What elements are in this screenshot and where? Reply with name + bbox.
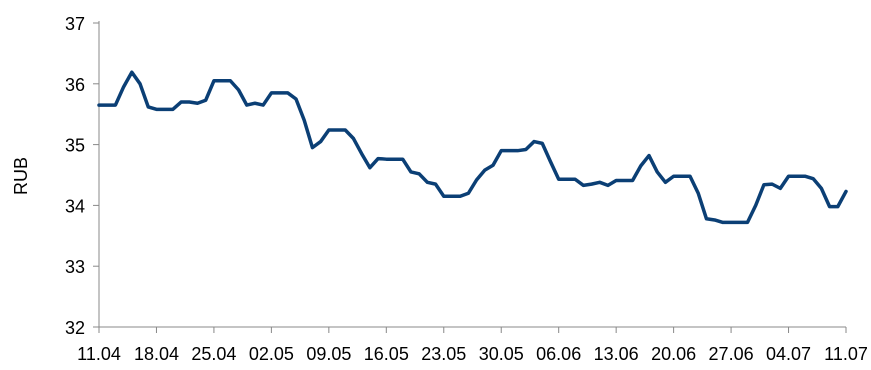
x-tick-label: 09.05 bbox=[306, 344, 351, 364]
x-tick-label: 11.07 bbox=[824, 344, 868, 364]
x-axis: 11.04 18.04 25.04 02.05 09.05 16.05 23.05 30.05… bbox=[77, 326, 868, 364]
x-tick-label: 25.04 bbox=[191, 344, 236, 364]
y-tick-label: 32 bbox=[65, 318, 85, 338]
x-tick-label: 27.06 bbox=[709, 344, 754, 364]
y-tick-label: 36 bbox=[65, 75, 85, 95]
x-tick-label: 06.06 bbox=[536, 344, 581, 364]
x-tick-label: 04.07 bbox=[766, 344, 811, 364]
x-tick-label: 23.05 bbox=[421, 344, 466, 364]
x-tick-label: 02.05 bbox=[249, 344, 294, 364]
series-line-0 bbox=[97, 70, 848, 225]
x-tick-label: 18.04 bbox=[134, 344, 179, 364]
x-tick-label: 13.06 bbox=[594, 344, 639, 364]
y-tick-label: 33 bbox=[65, 257, 85, 277]
y-tick-label: 35 bbox=[65, 136, 85, 156]
y-axis-title: RUB bbox=[11, 157, 31, 195]
series-layer bbox=[97, 70, 848, 225]
x-tick-label: 11.04 bbox=[77, 344, 121, 364]
x-tick-label: 20.06 bbox=[651, 344, 696, 364]
x-tick-label: 16.05 bbox=[364, 344, 409, 364]
y-axis: 32 33 34 35 36 37 bbox=[65, 14, 100, 338]
y-tick-label: 34 bbox=[65, 196, 85, 216]
y-tick-label: 37 bbox=[65, 14, 85, 34]
x-tick-label: 30.05 bbox=[479, 344, 524, 364]
